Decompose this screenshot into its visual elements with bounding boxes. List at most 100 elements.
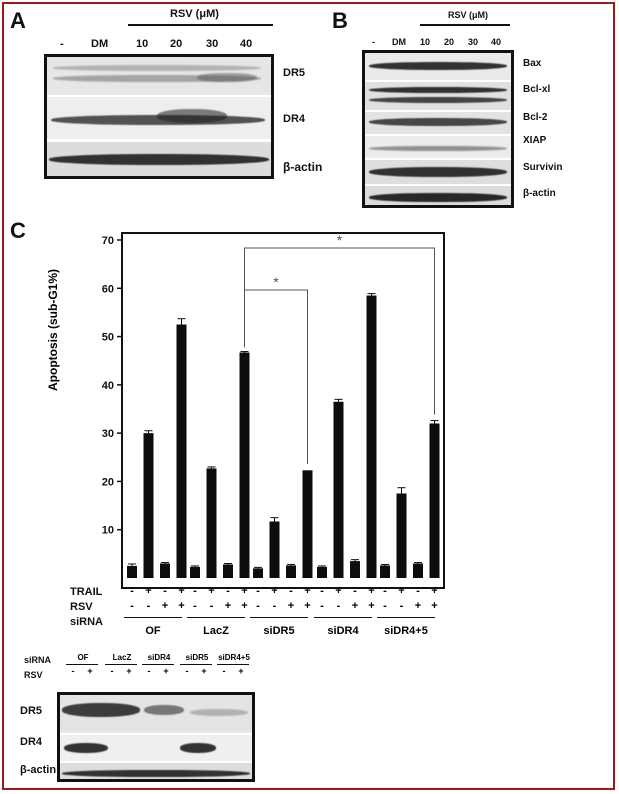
significance-bracket-sidr5	[244, 289, 308, 464]
rsv-sign-LacZ-1: -	[209, 600, 214, 612]
rsv-sign-siDR4-3: +	[368, 600, 375, 612]
panel-d-plus-siDR4+5: +	[238, 666, 244, 676]
panel-b-treatment-label: RSV (μM)	[448, 10, 489, 20]
panel-b-lane-4: 30	[468, 37, 479, 47]
rsv-sign-LacZ-2: +	[224, 600, 232, 612]
panel-b-row-bcl2: Bcl-2	[523, 112, 548, 123]
panel-d-group-line-siDR4+5	[217, 664, 249, 665]
group-line-siDR5	[250, 617, 308, 618]
rsv-sign-siDR4+5-3: +	[431, 600, 438, 612]
trail-sign-siDR4+5-0: -	[383, 585, 387, 597]
panel-a-row-actin: β-actin	[283, 160, 323, 174]
group-line-siDR4	[314, 617, 372, 618]
panel-a-row-dr5: DR5	[283, 67, 306, 79]
rsv-sign-siDR5-0: -	[256, 600, 260, 612]
group-label-siDR4: siDR4	[327, 625, 359, 637]
panel-d-plus-OF: +	[87, 666, 93, 676]
group-line-siDR4+5	[377, 617, 435, 618]
trail-sign-siDR4-3: +	[368, 585, 375, 597]
trail-sign-OF-2: -	[163, 585, 167, 597]
chart-frame	[121, 232, 445, 589]
group-label-siDR4+5: siDR4+5	[384, 625, 428, 637]
rsv-sign-OF-3: +	[178, 600, 185, 612]
y-tick-label-30: 30	[102, 428, 114, 440]
group-line-LacZ	[187, 617, 245, 618]
panel-a-row-dr4: DR4	[283, 113, 306, 125]
panel-a-lane-3: 20	[170, 38, 183, 50]
panel-d-blot	[57, 692, 255, 782]
panel-d-plus-LacZ: +	[126, 666, 132, 676]
group-label-siDR5: siDR5	[263, 625, 295, 637]
rsv-sign-siDR4-0: -	[320, 600, 324, 612]
bar-siDR4-0	[317, 566, 327, 578]
panel-d-row-dr4: DR4	[20, 736, 43, 748]
panel-a-treatment-line	[128, 24, 273, 26]
trail-sign-siDR4-0: -	[320, 585, 324, 597]
bar-siDR5-1	[269, 521, 280, 578]
row-label-trail: TRAIL	[70, 586, 103, 598]
y-tick-label-50: 50	[102, 332, 114, 344]
panel-d-plus-siDR5: +	[201, 666, 207, 676]
rsv-sign-siDR5-3: +	[304, 600, 311, 612]
panel-d-group-LacZ: LacZ	[112, 653, 132, 662]
y-tick-label-60: 60	[102, 283, 114, 295]
panel-b-lane-3: 20	[444, 37, 455, 47]
rsv-sign-siDR4+5-2: +	[414, 600, 422, 612]
panel-d-row-dr5: DR5	[20, 705, 43, 717]
panel-d-minus-siDR4: -	[147, 666, 151, 676]
rsv-sign-LacZ-3: +	[241, 600, 248, 612]
panel-d-group-line-OF	[66, 664, 98, 665]
bar-LacZ-2	[223, 564, 233, 578]
bar-OF-1	[143, 433, 154, 578]
bar-OF-0	[127, 565, 137, 578]
trail-sign-siDR4-1: +	[335, 585, 342, 597]
panel-b-row-bax: Bax	[523, 58, 542, 69]
trail-sign-siDR5-0: -	[256, 585, 260, 597]
y-tick-label-20: 20	[102, 476, 114, 488]
y-tick-label-10: 10	[102, 525, 114, 537]
bar-siDR5-3	[302, 470, 313, 578]
rsv-sign-OF-0: -	[130, 600, 134, 612]
rsv-sign-siDR4-2: +	[351, 600, 359, 612]
panel-a-treatment-label: RSV (μM)	[170, 8, 219, 20]
significance-star-2: *	[337, 232, 343, 248]
rsv-sign-siDR5-2: +	[287, 600, 295, 612]
apoptosis-chart: 10 20 30 40 50 60 70 * *	[102, 232, 445, 589]
rsv-sign-siDR4+5-0: -	[383, 600, 387, 612]
panel-a-lane-4: 30	[206, 38, 219, 50]
panel-b-lane-1: DM	[392, 37, 406, 47]
panel-d-plus-siDR4: +	[163, 666, 169, 676]
bar-OF-3	[176, 324, 187, 578]
rsv-sign-OF-1: -	[146, 600, 151, 612]
bar-siDR4+5-1	[396, 493, 407, 578]
rsv-sign-siDR4+5-1: -	[399, 600, 404, 612]
trail-sign-siDR5-2: -	[289, 585, 293, 597]
panel-b-lane-2: 10	[420, 37, 431, 47]
panel-d-group-line-siDR5	[180, 664, 212, 665]
row-label-rsv: RSV	[70, 601, 93, 613]
chart-ylabel: Apoptosis (sub-G1%)	[46, 269, 60, 391]
panel-a-letter: A	[10, 8, 26, 33]
significance-star-1: *	[273, 274, 279, 290]
panel-d-minus-siDR5: -	[185, 666, 189, 676]
panel-a-lane-0: -	[60, 38, 64, 50]
panel-d-rsv-label: RSV	[24, 670, 43, 680]
trail-sign-OF-1: +	[145, 585, 152, 597]
panel-b-lane-5: 40	[491, 37, 502, 47]
panel-d-group-siDR5: siDR5	[185, 653, 209, 662]
panel-d-sirna-label: siRNA	[24, 655, 52, 665]
y-tick-label-40: 40	[102, 380, 114, 392]
trail-sign-LacZ-3: +	[241, 585, 248, 597]
rsv-sign-siDR5-1: -	[272, 600, 277, 612]
y-tick-label-70: 70	[102, 235, 114, 247]
trail-sign-siDR4+5-2: -	[416, 585, 420, 597]
panel-a-blot	[44, 54, 274, 179]
bar-siDR5-0	[253, 568, 263, 578]
panel-d-minus-LacZ: -	[110, 666, 114, 676]
group-label-LacZ: LacZ	[203, 625, 229, 637]
panel-b-row-survivin: Survivin	[523, 162, 563, 173]
panel-d-group-siDR4: siDR4	[147, 653, 171, 662]
trail-sign-siDR5-1: +	[271, 585, 278, 597]
panel-c-letter: C	[10, 218, 26, 243]
